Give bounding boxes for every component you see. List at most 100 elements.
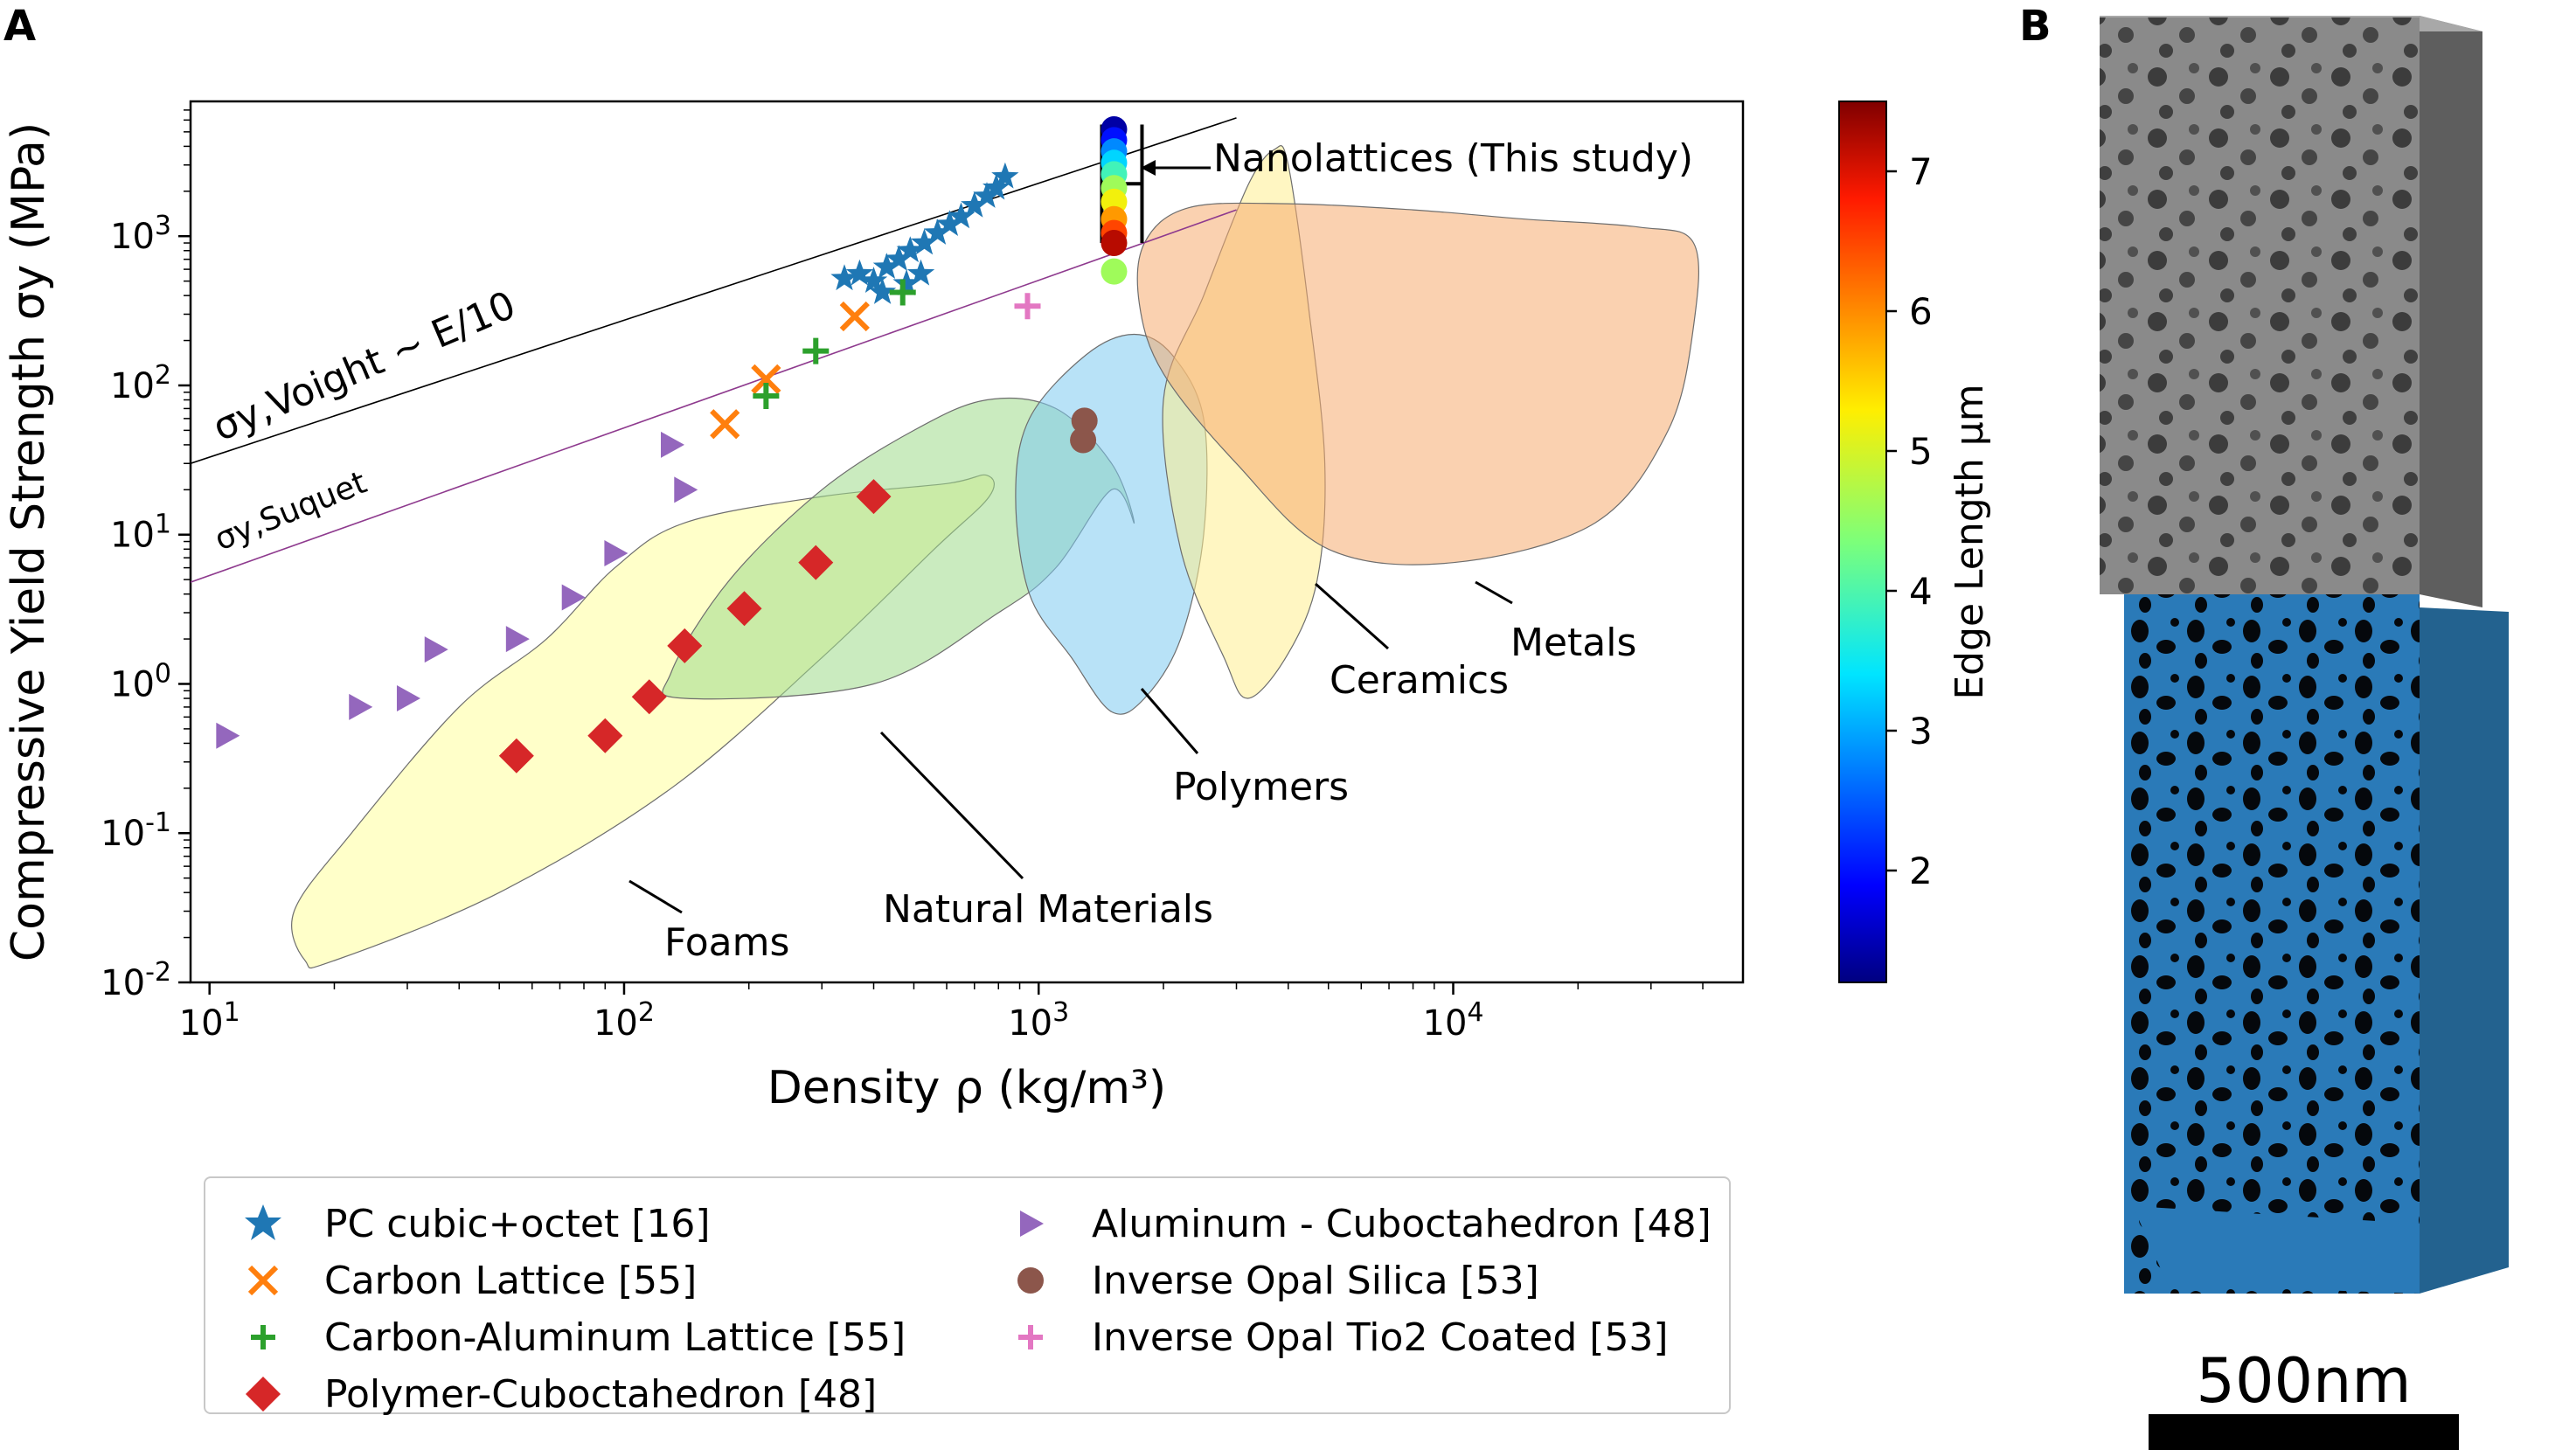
foams-label: Foams [664,920,789,965]
data-point [424,636,448,663]
blue-block-lower [2133,1206,2420,1294]
data-point [1014,293,1041,320]
metals-label: Metals [1510,621,1636,665]
region-metals [1136,202,1700,565]
legend-item: Polymer-Cuboctahedron [48] [237,1368,877,1420]
data-point [1070,427,1097,454]
data-point [991,162,1019,189]
natural-leader-line [879,731,1024,880]
colorbar-tick-label: 6 [1909,290,1933,333]
data-point [726,591,762,627]
data-point [710,409,740,440]
triangle-right-marker-icon [1020,1211,1044,1237]
colorbar-tick-label: 2 [1909,850,1933,892]
legend: PC cubic+octet [16] Carbon Lattice [55] … [204,1176,1731,1417]
legend-item: Carbon-Aluminum Lattice [55] [237,1311,906,1363]
data-point [906,259,935,286]
y-tick-label: 103 [110,211,171,257]
nanolattice-point [1101,258,1128,285]
y-tick-label: 10-1 [101,808,171,854]
legend-label: Polymer-Cuboctahedron [48] [324,1371,878,1417]
foams-leader-line [628,879,683,914]
data-point [830,264,858,291]
colorbar: 2 3 4 5 6 7 Edge Length μm [1838,101,1992,983]
data-point [561,584,586,611]
data-point [973,182,1001,208]
panel-a-label: A [3,2,37,51]
region-polymers [1015,333,1208,715]
blue-block-side [2420,607,2509,1294]
plus-marker-icon [251,1325,275,1349]
data-point [587,718,623,753]
data-point [396,685,420,712]
data-point [751,364,781,395]
data-point [896,236,924,263]
data-point [802,337,830,364]
data-point [216,722,240,749]
colorbar-tick-label: 5 [1909,430,1933,473]
data-point [961,191,989,218]
y-tick-label: 10-2 [101,957,171,1003]
y-axis-label: Compressive Yield Strength σy (MPa) [3,122,55,961]
legend-item: Inverse Opal Silica [53] [1004,1254,1539,1307]
y-tick-label: 102 [110,360,171,406]
data-point [798,545,834,580]
legend-item: Aluminum - Cuboctahedron [48] [1004,1197,1712,1250]
data-point [892,269,920,295]
legend-label: Carbon Lattice [55] [324,1258,698,1303]
data-point [947,202,976,229]
data-point [349,693,373,720]
data-point [856,479,892,515]
x-tick-label: 104 [1423,997,1484,1044]
nanolattice-point [1101,230,1128,257]
data-point [923,219,952,245]
colorbar-tick-label: 4 [1909,570,1933,613]
colorbar-label: Edge Length μm [1948,384,1992,699]
legend-label: PC cubic+octet [16] [324,1201,711,1246]
plus-marker-icon [1018,1325,1043,1349]
panel-b-label: B [2019,2,2052,51]
x-tick-label: 102 [594,997,655,1044]
legend-label: Inverse Opal Silica [53] [1092,1258,1539,1303]
gray-block-side [2420,16,2482,607]
y-tick-label: 101 [110,510,171,556]
data-point [868,278,897,304]
data-point [839,301,870,332]
legend-label: Carbon-Aluminum Lattice [55] [324,1315,906,1360]
x-marker-icon [247,1265,279,1296]
data-point [845,259,874,286]
legend-item: Inverse Opal Tio2 Coated [53] [1004,1311,1669,1363]
data-point [1071,407,1098,434]
blue-block-face [2124,594,2420,1294]
scale-bar [2149,1414,2459,1450]
polymers-label: Polymers [1173,765,1349,809]
data-point [661,431,685,458]
legend-label: Aluminum - Cuboctahedron [48] [1092,1201,1712,1246]
ceramics-leader-line [1315,582,1389,650]
data-point [885,245,913,271]
data-point [910,228,939,255]
legend-item: PC cubic+octet [16] [237,1197,711,1250]
nanolattices-arrow-head [1141,160,1156,176]
data-point [604,540,628,567]
legend-item: Carbon Lattice [55] [237,1254,697,1307]
reference-line-voight [191,117,1237,465]
colorbar-tick-label: 3 [1909,710,1933,753]
colorbar-tick-label: 7 [1909,150,1933,193]
x-tick-label: 103 [1008,997,1069,1044]
data-point [935,210,964,236]
data-point [753,383,780,410]
x-axis-label: Density ρ (kg/m³) [767,1062,1166,1114]
data-point [859,267,888,293]
data-point [505,626,530,653]
scale-bar-label: 500nm [2196,1345,2412,1417]
polymers-leader-line [1140,688,1199,754]
data-point [631,679,667,715]
metals-leader-line [1475,580,1513,605]
y-tick-label: 100 [110,658,171,704]
ceramics-label: Ceramics [1330,658,1509,703]
diamond-marker-icon [246,1377,281,1412]
circle-marker-icon [1017,1267,1044,1294]
